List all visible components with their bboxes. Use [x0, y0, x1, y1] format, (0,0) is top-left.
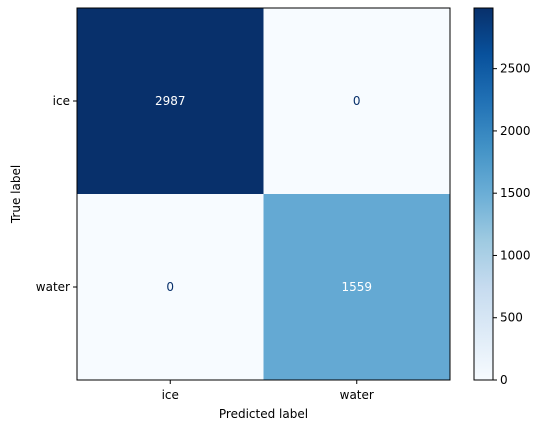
x-axis-label: Predicted label: [219, 407, 308, 421]
y-tick-label: water: [36, 280, 70, 294]
x-tick-label: water: [340, 388, 374, 402]
colorbar-tick-label: 1000: [500, 248, 531, 262]
colorbar-tick-label: 500: [500, 311, 523, 325]
plot-frame: [76, 7, 451, 381]
heatmap-cell: [77, 8, 264, 194]
colorbar-tick-label: 1500: [500, 186, 531, 200]
colorbar-ticks: 0 500 1000 1500 2000 2500: [493, 62, 531, 387]
colorbar-tick-label: 2000: [500, 124, 531, 138]
cell-value-label: 2987: [155, 94, 186, 108]
heatmap-cell: [77, 194, 264, 380]
heatmap-cell: [263, 194, 450, 380]
y-tick-label: ice: [53, 94, 70, 108]
colorbar-tick-label: 0: [500, 373, 508, 387]
x-tick-label: ice: [162, 388, 179, 402]
colorbar-tick-label: 2500: [500, 62, 531, 76]
heatmap-cells: 2987 0 0 1559: [77, 8, 450, 380]
y-axis-label: True label: [9, 165, 23, 224]
cell-value-label: 0: [353, 94, 361, 108]
cell-value-label: 0: [166, 280, 174, 294]
cell-value-label: 1559: [341, 280, 372, 294]
axis-ticks: ice water ice water: [36, 94, 374, 402]
heatmap-cell: [263, 8, 450, 194]
colorbar: [473, 7, 494, 381]
